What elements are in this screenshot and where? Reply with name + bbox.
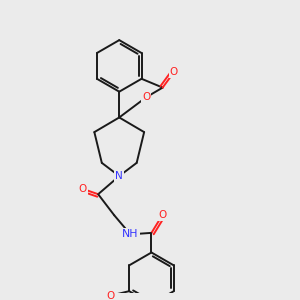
- Text: NH: NH: [122, 229, 139, 239]
- Text: O: O: [158, 210, 167, 220]
- Text: O: O: [142, 92, 150, 102]
- Text: O: O: [107, 291, 115, 300]
- Text: O: O: [79, 184, 87, 194]
- Text: O: O: [170, 68, 178, 77]
- Text: N: N: [116, 171, 123, 181]
